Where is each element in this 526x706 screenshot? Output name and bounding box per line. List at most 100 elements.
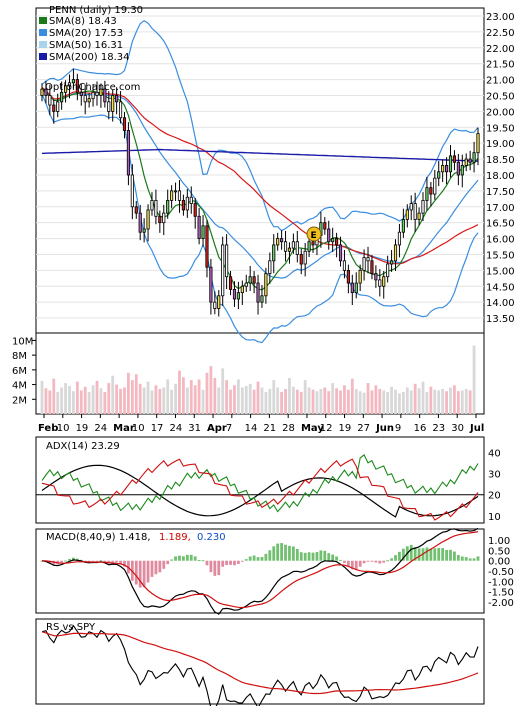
macd-histogram-bar bbox=[264, 553, 268, 561]
volume-bar bbox=[111, 375, 115, 414]
x-axis-label: 23 bbox=[432, 423, 445, 434]
volume-bar bbox=[213, 377, 217, 414]
macd-histogram-bar bbox=[386, 560, 390, 562]
macd-histogram-value: 0.230 bbox=[197, 532, 226, 543]
candle-body bbox=[170, 190, 174, 201]
volume-bar bbox=[52, 378, 56, 414]
bollinger-upper-line bbox=[41, 19, 479, 232]
volume-bar bbox=[205, 372, 209, 414]
volume-bar bbox=[162, 387, 166, 414]
macd-histogram-bar bbox=[123, 560, 126, 567]
macd-histogram-bar bbox=[417, 548, 421, 561]
candle-body bbox=[56, 101, 60, 112]
candle-body bbox=[283, 241, 288, 252]
x-axis-label: 28 bbox=[282, 423, 295, 434]
candle-body bbox=[122, 117, 127, 131]
price-tick-label: 21.50 bbox=[486, 60, 515, 71]
volume-bar bbox=[44, 388, 48, 414]
volume-bar bbox=[386, 391, 390, 414]
volume-bar bbox=[335, 388, 338, 414]
adx-tick-label: 20 bbox=[488, 491, 501, 502]
macd-histogram-bar bbox=[209, 560, 213, 573]
macd-tick-label: -0.50 bbox=[488, 567, 514, 578]
candle-body bbox=[370, 260, 374, 274]
volume-bar bbox=[405, 387, 409, 414]
macd-histogram-bar bbox=[366, 560, 370, 562]
legend-swatch bbox=[39, 41, 47, 48]
volume-bar bbox=[56, 391, 60, 414]
candle-body bbox=[150, 200, 154, 211]
price-tick-label: 21.00 bbox=[486, 76, 515, 87]
macd-histogram-bar bbox=[60, 560, 64, 563]
earnings-marker-icon: E bbox=[306, 226, 322, 242]
candle-body bbox=[397, 231, 402, 246]
candle-body bbox=[103, 88, 107, 103]
candle-body bbox=[162, 212, 166, 224]
candle-body bbox=[350, 282, 354, 294]
volume-bar bbox=[284, 388, 287, 414]
candle-body bbox=[378, 279, 382, 287]
volume-bar bbox=[311, 389, 315, 414]
volume-bar bbox=[453, 385, 456, 414]
volume-bar bbox=[343, 385, 346, 414]
candle-body bbox=[476, 133, 480, 154]
volume-bar bbox=[182, 377, 185, 414]
volume-bar bbox=[119, 388, 122, 414]
candle-body bbox=[323, 222, 327, 230]
candle-body bbox=[437, 171, 441, 179]
candle-body bbox=[213, 301, 217, 309]
macd-histogram-bar bbox=[350, 560, 354, 570]
macd-histogram-bar bbox=[449, 549, 452, 561]
macd-histogram-bar bbox=[303, 552, 307, 561]
volume-bar bbox=[240, 387, 244, 414]
candle-body bbox=[413, 203, 417, 220]
candle-body bbox=[44, 88, 48, 96]
macd-histogram-bar bbox=[87, 560, 91, 562]
volume-bar bbox=[350, 378, 354, 414]
candle-body bbox=[303, 250, 307, 265]
candle-body bbox=[366, 257, 370, 262]
price-tick-label: 17.00 bbox=[486, 203, 515, 214]
macd-histogram-bar bbox=[460, 556, 464, 561]
candle-body bbox=[79, 91, 83, 96]
candle-body bbox=[99, 88, 103, 96]
candle-body bbox=[291, 241, 295, 249]
volume-bar bbox=[99, 388, 103, 414]
symbol-label: PENN (daily) 19.30 bbox=[49, 5, 143, 16]
macd-histogram-bar bbox=[276, 543, 280, 561]
macd-histogram-bar bbox=[213, 560, 217, 576]
volume-bar bbox=[346, 389, 350, 414]
macd-tick-label: -1.50 bbox=[488, 588, 514, 599]
candle-body bbox=[425, 187, 429, 201]
volume-bar bbox=[95, 380, 99, 414]
price-tick-label: 18.00 bbox=[486, 171, 515, 182]
volume-bar bbox=[394, 389, 397, 414]
volume-bar bbox=[142, 387, 146, 414]
volume-bar bbox=[409, 390, 413, 414]
price-tick-label: 15.00 bbox=[486, 266, 515, 277]
macd-histogram-bar bbox=[382, 560, 386, 563]
macd-histogram-bar bbox=[323, 550, 327, 561]
x-axis-label: 19 bbox=[339, 423, 352, 434]
volume-bar bbox=[276, 387, 280, 414]
macd-histogram-bar bbox=[174, 556, 177, 561]
candle-body bbox=[448, 155, 453, 173]
macd-histogram-bar bbox=[260, 557, 264, 561]
volume-bar bbox=[382, 390, 386, 414]
candle-body bbox=[95, 91, 99, 96]
macd-histogram-bar bbox=[205, 560, 209, 566]
sma50-line bbox=[41, 87, 479, 265]
volume-bar bbox=[178, 370, 181, 414]
sma8-line bbox=[41, 88, 479, 291]
candle-body bbox=[358, 269, 362, 284]
candle-body bbox=[287, 247, 292, 252]
macd-histogram-bar bbox=[233, 560, 236, 566]
svg-text:E: E bbox=[311, 231, 317, 241]
macd-histogram-bar bbox=[331, 554, 335, 561]
volume-bar bbox=[323, 387, 327, 414]
candle-body bbox=[256, 282, 260, 303]
candle-body bbox=[327, 228, 331, 243]
macd-histogram-bar bbox=[280, 543, 284, 561]
volume-bar bbox=[464, 388, 468, 414]
macd-histogram-bar bbox=[413, 547, 417, 561]
